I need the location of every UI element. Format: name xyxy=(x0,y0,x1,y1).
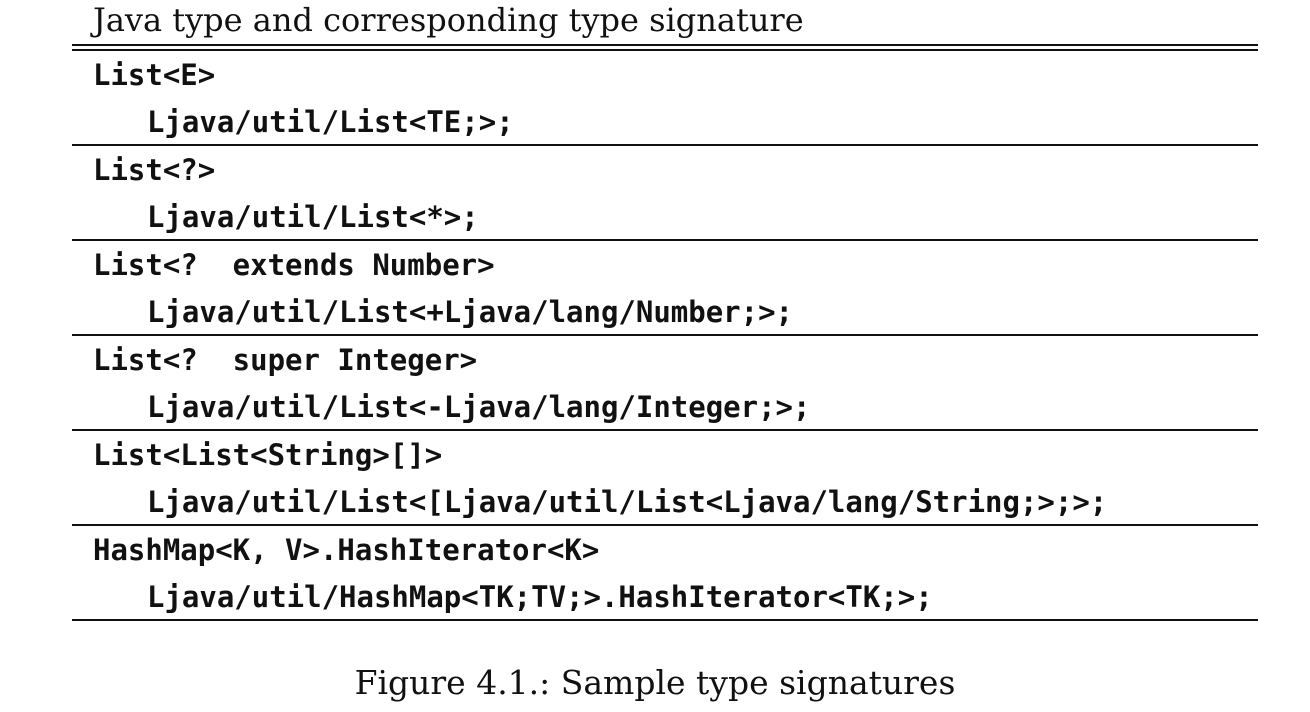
java-type: List<List<String>[]> xyxy=(93,438,443,472)
java-type: List<E> xyxy=(93,58,216,92)
table-row: List<? extends Number> Ljava/util/List<+… xyxy=(72,241,1258,336)
figure-caption: Figure 4.1.: Sample type signatures xyxy=(354,663,956,702)
header-double-rule xyxy=(72,44,1258,51)
java-type: List<? extends Number> xyxy=(93,248,495,282)
table-row: HashMap<K, V>.HashIterator<K> Ljava/util… xyxy=(72,526,1258,621)
table-row: List<E> Ljava/util/List<TE;>; xyxy=(72,51,1258,146)
table-row: List<? super Integer> Ljava/util/List<-L… xyxy=(72,336,1258,431)
type-signature: Ljava/util/List<*>; xyxy=(147,200,479,234)
type-signature: Ljava/util/List<+Ljava/lang/Number;>; xyxy=(147,295,794,329)
type-signature: Ljava/util/List<[Ljava/util/List<Ljava/l… xyxy=(147,485,1108,519)
java-type: List<? super Integer> xyxy=(93,343,478,377)
java-type: HashMap<K, V>.HashIterator<K> xyxy=(93,533,600,567)
type-signature: Ljava/util/HashMap<TK;TV;>.HashIterator<… xyxy=(147,580,933,614)
java-type: List<?> xyxy=(93,153,216,187)
table-row: List<?> Ljava/util/List<*>; xyxy=(72,146,1258,241)
type-signature-table: Java type and corresponding type signatu… xyxy=(72,0,1258,621)
table-header: Java type and corresponding type signatu… xyxy=(93,1,804,39)
table-row: List<List<String>[]> Ljava/util/List<[Lj… xyxy=(72,431,1258,526)
type-signature: Ljava/util/List<-Ljava/lang/Integer;>; xyxy=(147,390,811,424)
type-signature: Ljava/util/List<TE;>; xyxy=(147,105,514,139)
